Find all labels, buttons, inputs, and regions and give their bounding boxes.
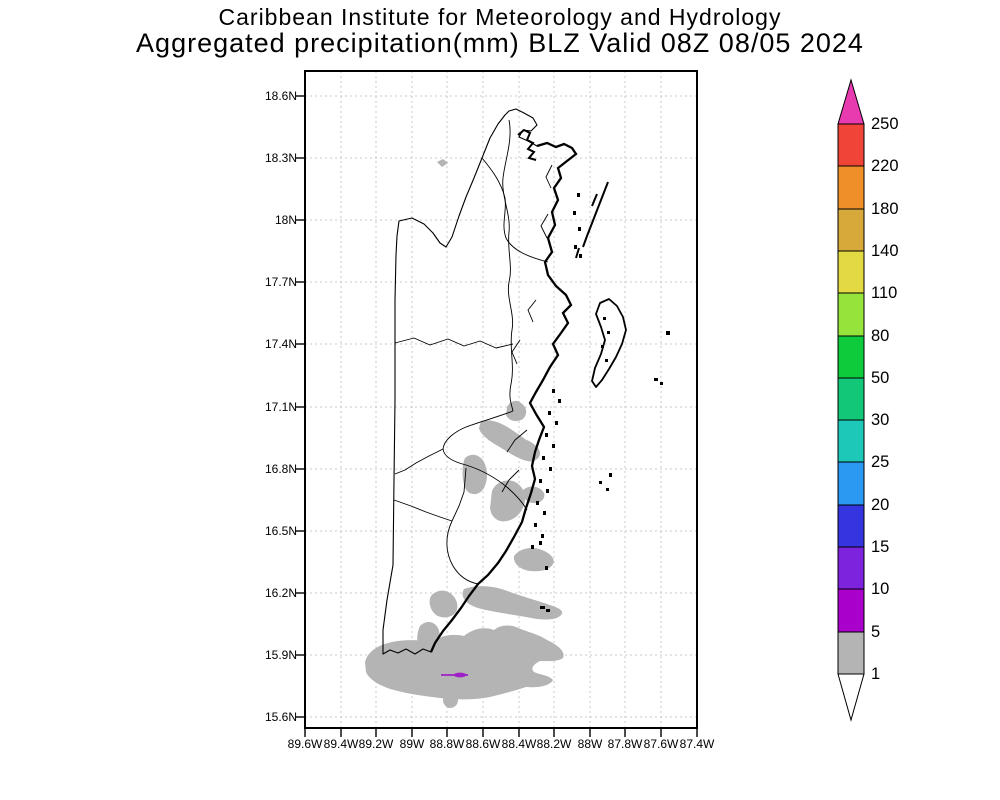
lon-label: 89.6W [288, 737, 323, 751]
colorbar-label: 180 [871, 200, 899, 218]
precip-blob-4 [490, 480, 526, 522]
lat-label: 15.6N [265, 710, 297, 724]
colorbar-block-20-25 [837, 461, 865, 506]
lat-label: 17.7N [265, 275, 297, 289]
precip-blob-6 [462, 586, 563, 620]
colorbar-block-1-5 [837, 631, 865, 675]
colorbar-label: 80 [871, 327, 889, 345]
page-subtitle: Aggregated precipitation(mm) BLZ Valid 0… [136, 28, 864, 58]
precip-blob-3 [462, 454, 487, 495]
precip-shaded-areas [365, 159, 564, 708]
colorbar-block-25-30 [837, 419, 865, 463]
colorbar-block-10-15 [837, 546, 865, 590]
lon-label: 88.6W [466, 737, 501, 751]
colorbar-label: 1 [871, 665, 880, 683]
lat-label: 18N [275, 213, 297, 227]
lon-label: 87.8W [608, 737, 643, 751]
lon-label: 89W [400, 737, 425, 751]
colorbar-bottom-arrow [837, 673, 865, 722]
precip-blob-small-circle [443, 692, 458, 708]
latitude-labels: 18.6N 18.3N 18N 17.7N 17.4N 17.1N 16.8N … [265, 89, 297, 724]
colorbar-label: 30 [871, 411, 889, 429]
corozal-bay-detail [517, 128, 537, 161]
lat-label: 17.1N [265, 400, 297, 414]
colorbar-label: 110 [871, 284, 897, 302]
lon-label: 88.8W [430, 737, 465, 751]
district-boundaries [393, 119, 553, 585]
colorbar-label: 25 [871, 453, 889, 471]
latitude-ticks [296, 95, 305, 718]
lighthouse-reef [666, 331, 670, 335]
colorbar-block-80-110 [837, 292, 865, 337]
east-coast-detail [429, 141, 578, 653]
latitude-gridlines [305, 95, 697, 718]
colorbar-labels: 250 220 180 140 110 80 50 30 25 20 15 10… [871, 115, 899, 683]
lon-label: 88.2W [537, 737, 572, 751]
colorbar-label: 50 [871, 369, 889, 387]
page-title: Caribbean Institute for Meteorology and … [218, 4, 782, 30]
precip-blob-south [365, 625, 564, 700]
colorbar-block-5-10 [837, 588, 865, 633]
lon-label: 89.2W [359, 737, 394, 751]
colorbar-label: 250 [871, 115, 899, 133]
lat-label: 16.2N [265, 586, 297, 600]
lat-label: 18.3N [265, 151, 297, 165]
colorbar-block-15-20 [837, 504, 865, 548]
map-frame [304, 70, 698, 729]
ambergris-caye [582, 181, 609, 248]
longitude-labels: 89.6W 89.4W 89.2W 89W 88.8W 88.6W 88.4W … [288, 737, 715, 751]
precip-blob-5 [429, 590, 458, 618]
barrier-reef-specks [531, 193, 582, 612]
lat-label: 16.5N [265, 524, 297, 538]
precip-blob-1 [506, 400, 527, 422]
precip-purple-streak [441, 672, 468, 678]
purple-streak-core [454, 672, 466, 678]
lat-label: 17.4N [265, 337, 297, 351]
precip-speck-north [437, 159, 448, 167]
colorbar-label: 5 [871, 623, 880, 641]
colorbar-label: 140 [871, 242, 899, 260]
colorbar-block-30-50 [837, 377, 865, 421]
colorbar: 250 220 180 140 110 80 50 30 25 20 15 10… [837, 78, 899, 722]
colorbar-block-220-250 [837, 123, 865, 167]
colorbar-label: 10 [871, 580, 889, 598]
lon-label: 87.6W [644, 737, 679, 751]
colorbar-block-110-140 [837, 250, 865, 294]
colorbar-label: 220 [871, 157, 899, 175]
precip-blob-offshore [513, 548, 554, 572]
lat-label: 18.6N [265, 89, 297, 103]
belize-country [382, 108, 578, 655]
precip-blob-4b [522, 486, 545, 504]
lon-label: 89.4W [324, 737, 359, 751]
colorbar-label: 20 [871, 496, 889, 514]
lon-label: 88W [578, 737, 603, 751]
precip-blob-2b [511, 438, 541, 462]
colorbar-top-arrow [837, 78, 865, 125]
small-caye [575, 247, 580, 259]
lon-label: 88.4W [502, 737, 537, 751]
offshore-cayes [531, 181, 670, 612]
caye-caulker [591, 193, 598, 207]
lat-label: 16.8N [265, 462, 297, 476]
colorbar-block-50-80 [837, 335, 865, 379]
colorbar-label: 15 [871, 538, 889, 556]
lon-label: 87.4W [680, 737, 715, 751]
colorbar-block-180-220 [837, 165, 865, 210]
colorbar-block-140-180 [837, 208, 865, 252]
longitude-ticks [304, 728, 698, 737]
turneffe-atoll [591, 298, 627, 388]
lat-label: 15.9N [265, 648, 297, 662]
